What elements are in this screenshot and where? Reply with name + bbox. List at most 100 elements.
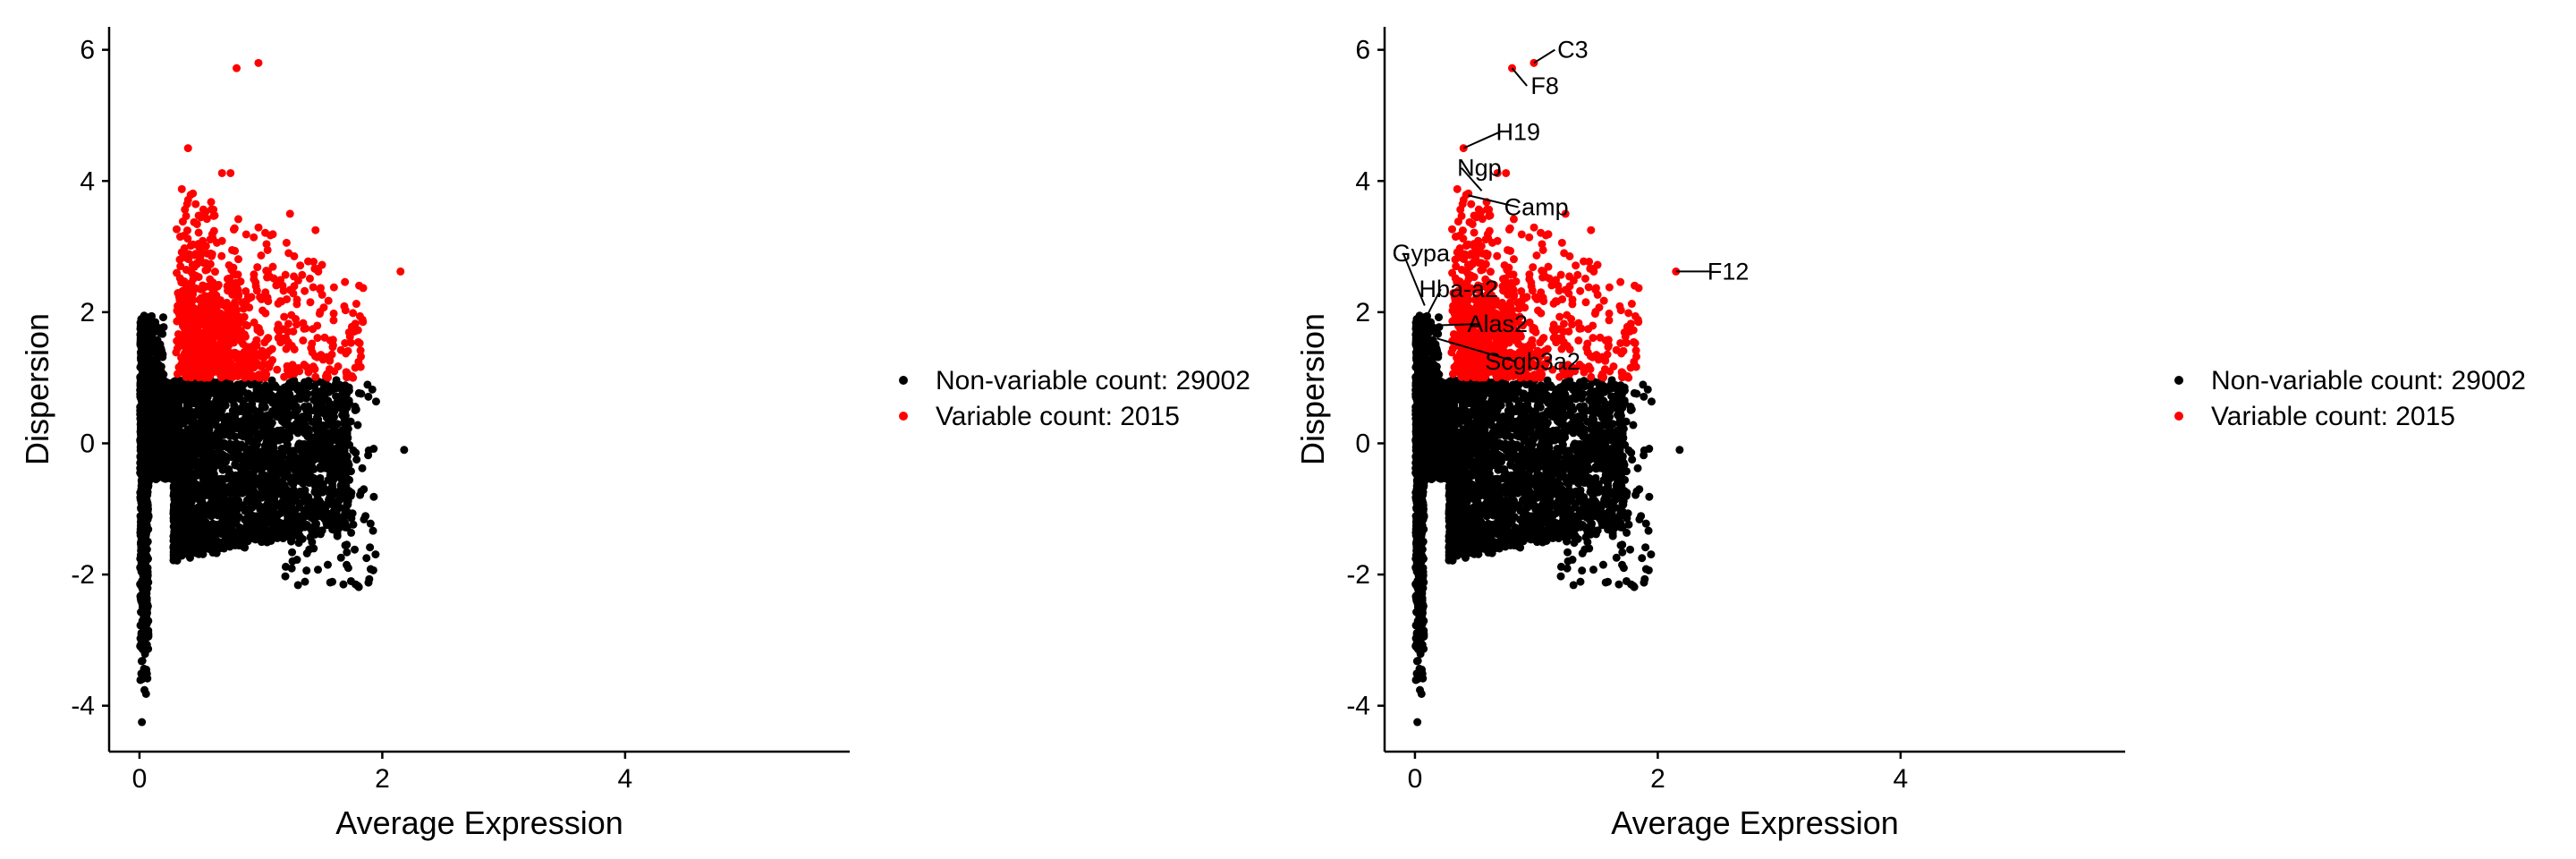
point-variable xyxy=(282,238,291,247)
point-variable xyxy=(342,368,351,377)
point-non-variable xyxy=(303,389,312,398)
point-variable xyxy=(231,327,240,336)
point-variable xyxy=(174,316,183,325)
point-non-variable xyxy=(236,485,245,494)
point-non-variable xyxy=(147,376,156,385)
point-variable xyxy=(262,240,271,249)
point-variable xyxy=(191,354,200,363)
point-variable xyxy=(305,274,314,283)
point-non-variable xyxy=(329,501,338,510)
point-non-variable xyxy=(275,451,284,460)
point-non-variable xyxy=(199,446,208,455)
point-non-variable xyxy=(352,455,361,464)
point-variable xyxy=(242,287,250,296)
point-variable xyxy=(327,350,336,359)
point-variable xyxy=(301,286,309,295)
point-variable xyxy=(231,246,240,255)
point-non-variable xyxy=(151,344,160,353)
point-non-variable xyxy=(338,395,347,404)
point-non-variable xyxy=(157,406,165,415)
point-variable xyxy=(191,271,200,280)
point-variable xyxy=(226,321,235,330)
point-non-variable xyxy=(189,393,198,402)
point-non-variable xyxy=(330,448,339,457)
point-variable xyxy=(201,282,210,291)
point-non-variable xyxy=(364,451,373,460)
point-variable xyxy=(217,251,226,260)
point-non-variable xyxy=(336,430,345,439)
point-non-variable xyxy=(321,453,330,462)
point-non-variable xyxy=(349,520,358,529)
point-variable xyxy=(258,346,267,355)
point-non-variable xyxy=(300,402,309,411)
point-non-variable xyxy=(297,414,306,423)
point-non-variable xyxy=(343,540,352,549)
point-non-variable xyxy=(304,479,313,488)
point-variable xyxy=(268,230,277,239)
point-non-variable xyxy=(222,538,231,547)
point-non-variable xyxy=(215,439,224,448)
point-variable xyxy=(253,323,262,332)
point-variable xyxy=(240,352,249,361)
point-variable xyxy=(311,372,320,381)
point-non-variable xyxy=(292,556,301,565)
point-non-variable xyxy=(140,338,148,347)
point-non-variable xyxy=(150,411,159,420)
point-non-variable xyxy=(142,507,151,516)
point-non-variable xyxy=(266,393,275,402)
point-non-variable xyxy=(151,385,160,394)
point-non-variable xyxy=(366,543,375,552)
point-variable xyxy=(254,223,263,232)
point-non-variable xyxy=(336,488,345,497)
point-non-variable xyxy=(258,469,267,478)
point-non-variable xyxy=(155,438,164,447)
point-non-variable xyxy=(335,439,344,448)
point-non-variable xyxy=(191,521,200,530)
point-non-variable xyxy=(158,457,167,466)
point-variable xyxy=(355,311,364,320)
point-non-variable xyxy=(140,637,149,646)
point-non-variable xyxy=(323,560,332,569)
point-non-variable xyxy=(333,529,342,538)
point-non-variable xyxy=(273,469,282,478)
point-non-variable xyxy=(294,476,303,485)
point-non-variable xyxy=(258,420,267,429)
point-variable xyxy=(233,215,242,224)
point-non-variable xyxy=(260,520,269,529)
point-variable xyxy=(351,319,360,328)
point-non-variable xyxy=(340,446,349,455)
point-non-variable xyxy=(341,472,350,481)
point-non-variable xyxy=(248,443,257,452)
point-non-variable xyxy=(199,501,208,510)
point-non-variable xyxy=(242,416,250,425)
point-non-variable xyxy=(216,500,225,509)
point-non-variable xyxy=(239,387,248,396)
point-non-variable xyxy=(169,417,178,426)
point-non-variable xyxy=(180,438,189,447)
point-non-variable xyxy=(230,506,239,515)
point-non-variable xyxy=(144,403,153,412)
point-non-variable xyxy=(291,506,300,515)
point-variable xyxy=(238,298,247,307)
point-non-variable xyxy=(292,497,301,506)
point-non-variable xyxy=(202,510,211,519)
point-non-variable xyxy=(282,421,291,430)
point-non-variable xyxy=(343,564,352,573)
point-variable xyxy=(261,228,270,237)
point-non-variable xyxy=(283,488,292,497)
point-non-variable xyxy=(146,339,155,348)
point-non-variable xyxy=(331,472,340,481)
point-non-variable xyxy=(244,481,253,489)
point-non-variable xyxy=(281,404,290,413)
point-non-variable xyxy=(308,526,317,535)
point-variable xyxy=(341,277,350,286)
point-variable xyxy=(272,281,281,290)
point-variable xyxy=(174,362,183,371)
point-non-variable xyxy=(159,370,168,379)
point-non-variable xyxy=(313,566,322,574)
point-variable xyxy=(264,334,273,343)
point-variable xyxy=(251,361,260,370)
point-non-variable xyxy=(169,434,178,443)
point-variable xyxy=(309,283,318,292)
